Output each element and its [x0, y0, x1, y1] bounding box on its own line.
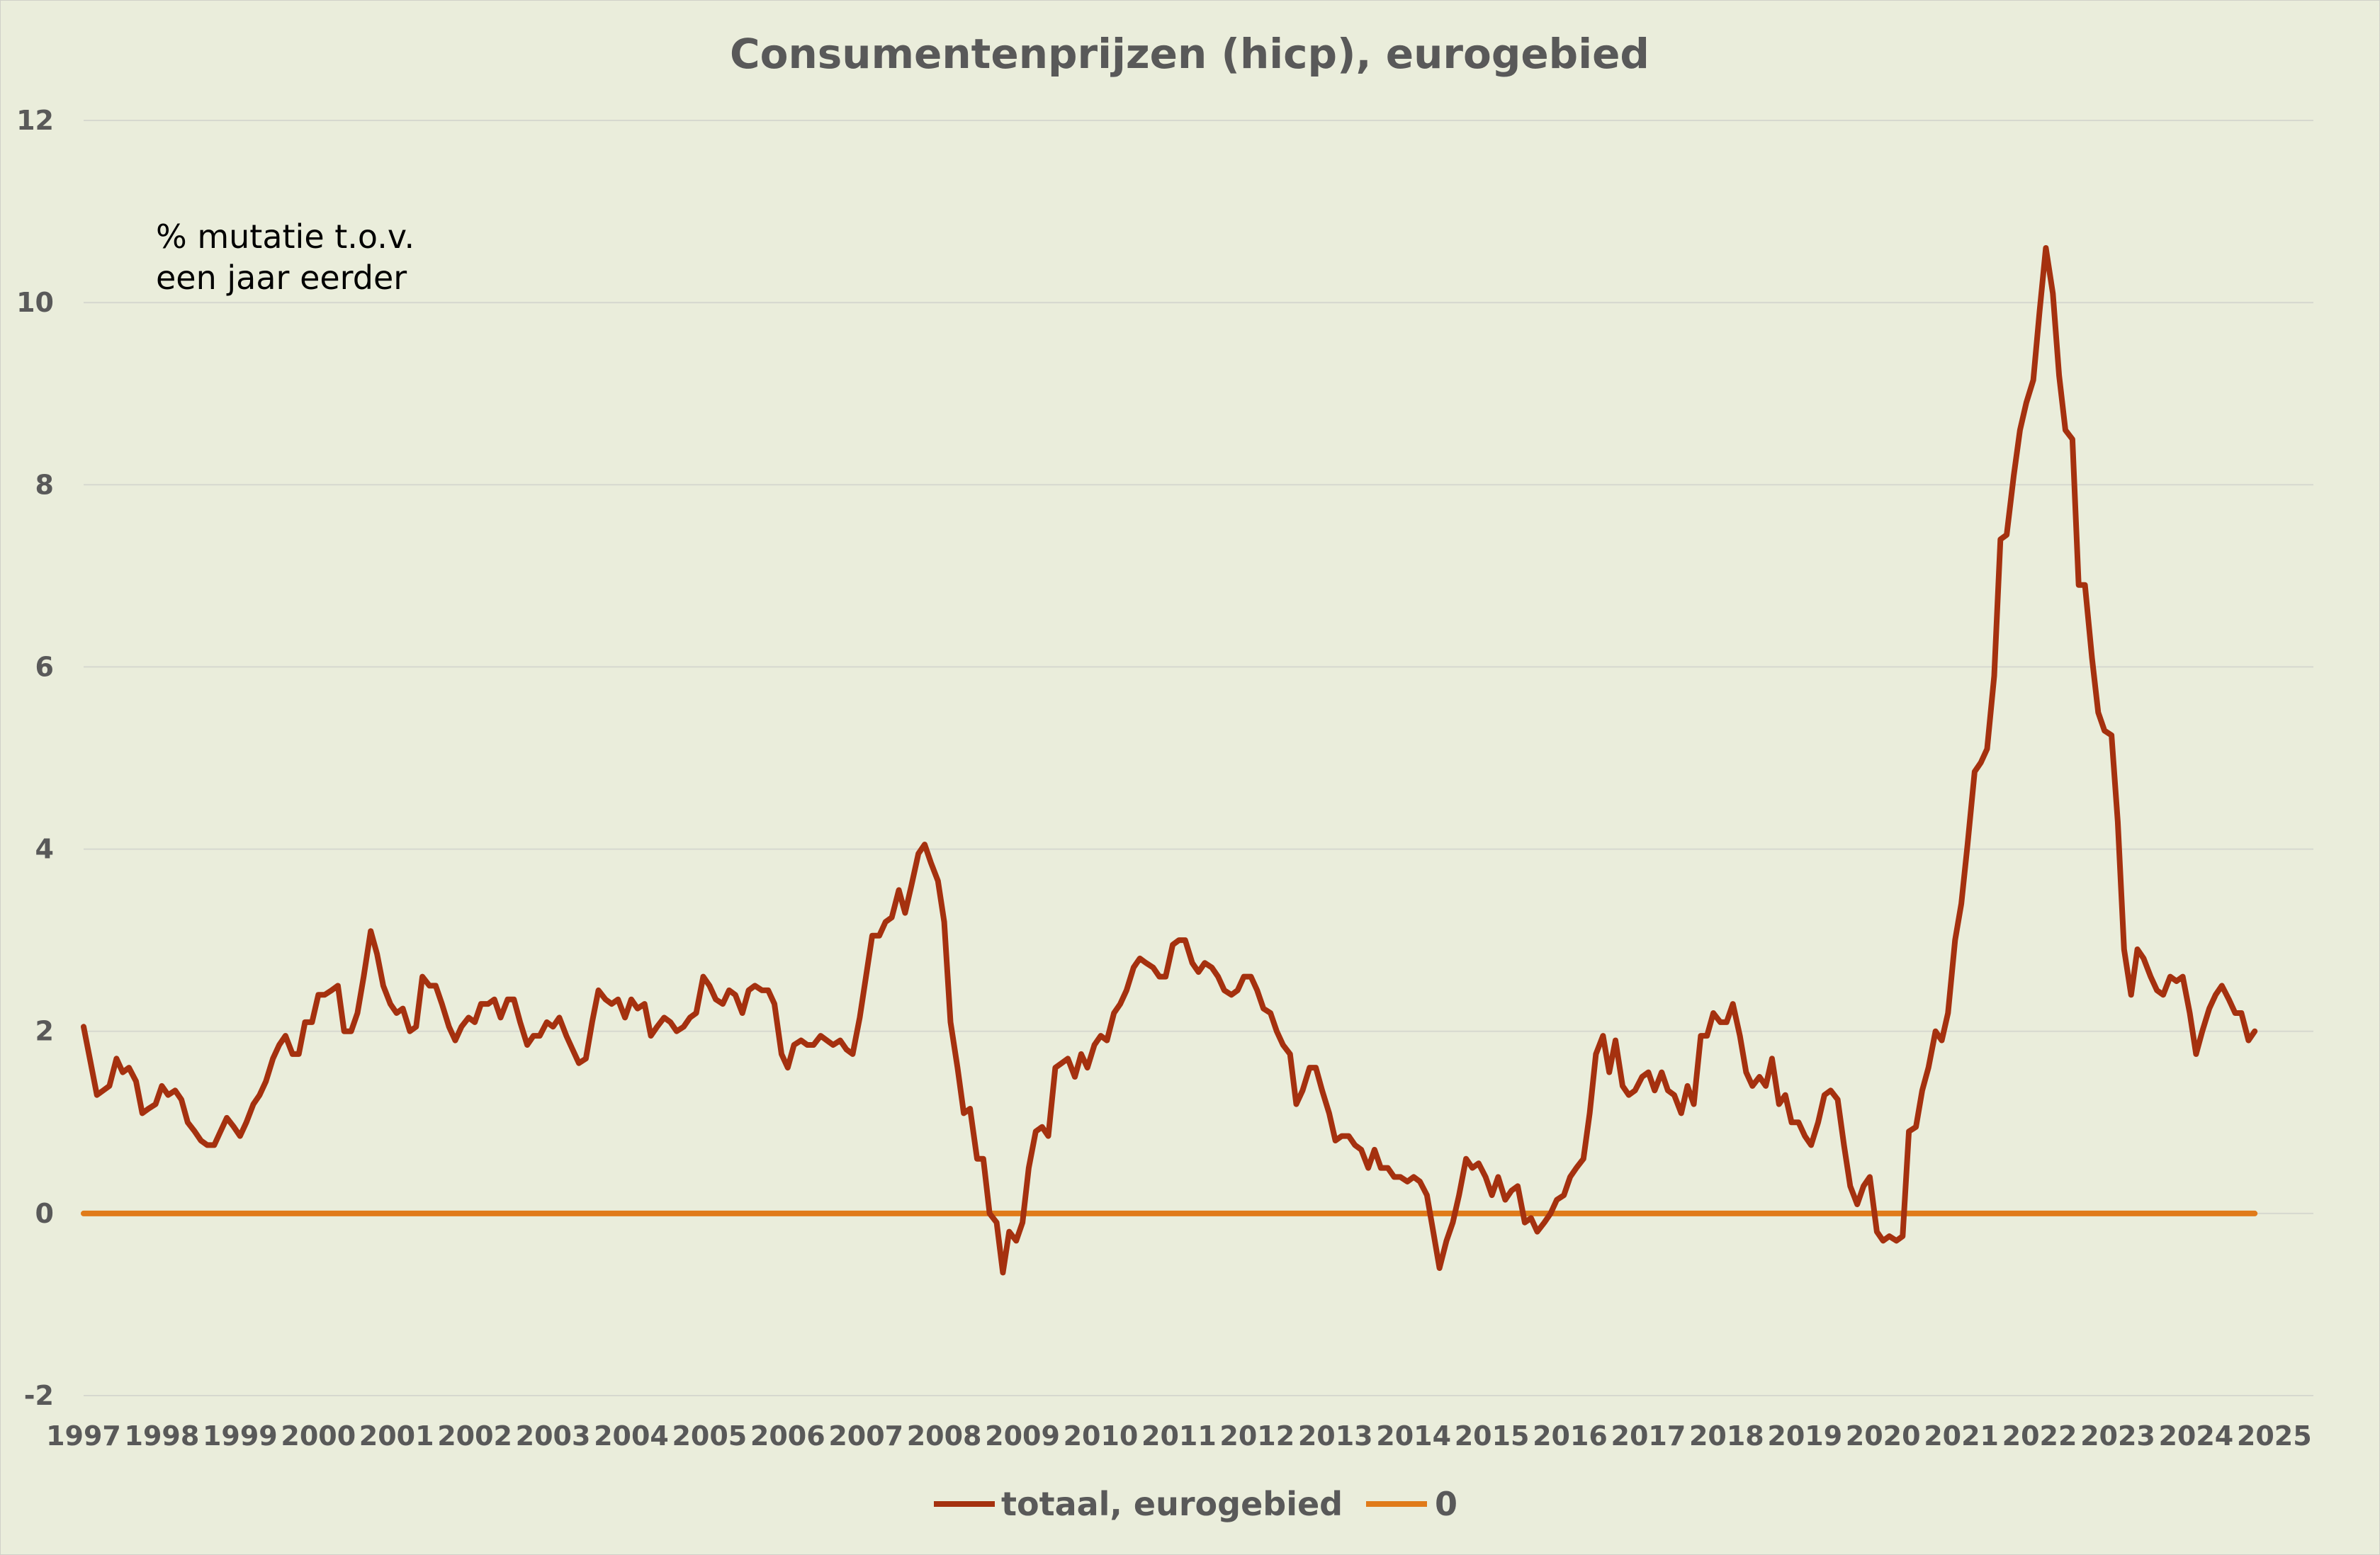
x-tick-label: 2016 [1533, 1420, 1608, 1452]
x-tick-label: 2004 [594, 1420, 669, 1452]
x-tick-label: 2006 [750, 1420, 825, 1452]
y-tick-label: 2 [35, 1016, 54, 1047]
x-tick-label: 2011 [1141, 1420, 1217, 1452]
legend-label: 0 [1435, 1485, 1457, 1523]
x-tick-label: 2017 [1611, 1420, 1686, 1452]
x-tick-label: 2005 [672, 1420, 747, 1452]
x-tick-label: 2021 [1924, 1420, 1999, 1452]
x-tick-label: 2023 [2080, 1420, 2155, 1452]
x-tick-label: 2012 [1219, 1420, 1295, 1452]
y-tick-label: 8 [35, 469, 54, 500]
plot-area [81, 245, 2258, 1276]
y-tick-label: 0 [35, 1198, 54, 1229]
x-tick-label: 2013 [1298, 1420, 1373, 1452]
annotation-line-1: % mutatie t.o.v. [156, 217, 414, 256]
x-tick-label: 2001 [359, 1420, 434, 1452]
x-tick-label: 2025 [2237, 1420, 2312, 1452]
x-tick-label: 2003 [516, 1420, 591, 1452]
x-tick-label: 2010 [1064, 1420, 1139, 1452]
y-tick-label: 4 [35, 834, 54, 865]
y-tick-label: 12 [16, 105, 54, 136]
y-tick-label: 6 [35, 651, 54, 682]
x-tick-label: 2015 [1455, 1420, 1530, 1452]
x-tick-label: 1997 [46, 1420, 121, 1452]
x-tick-label: 2008 [907, 1420, 982, 1452]
x-tick-label: 2020 [1846, 1420, 1921, 1452]
x-tick-label: 2007 [828, 1420, 903, 1452]
series-line [81, 245, 2258, 1276]
legend: totaal, eurogebied 0 [934, 1485, 1457, 1523]
x-axis-ticks: 1997 1998 1999 2000 2001 2002 2003 2004 2005 2006… [46, 1420, 2312, 1452]
x-tick-label: 2009 [985, 1420, 1060, 1452]
x-tick-label: 2018 [1689, 1420, 1764, 1452]
x-tick-label: 2014 [1376, 1420, 1451, 1452]
x-tick-label: 1999 [203, 1420, 278, 1452]
y-tick-label: 10 [16, 287, 54, 318]
y-tick-label: -2 [24, 1380, 54, 1411]
legend-label: totaal, eurogebied [1001, 1485, 1343, 1523]
x-tick-label: 2022 [2002, 1420, 2077, 1452]
x-tick-label: 1998 [125, 1420, 200, 1452]
x-tick-label: 2024 [2158, 1420, 2233, 1452]
y-axis-ticks: -2 0 2 4 6 8 10 12 [16, 105, 54, 1411]
x-tick-label: 2002 [437, 1420, 512, 1452]
chart-title: Consumentenprijzen (hicp), eurogebied [730, 30, 1649, 78]
x-tick-label: 2000 [281, 1420, 356, 1452]
x-tick-label: 2019 [1767, 1420, 1842, 1452]
annotation-line-2: een jaar eerder [156, 259, 407, 297]
